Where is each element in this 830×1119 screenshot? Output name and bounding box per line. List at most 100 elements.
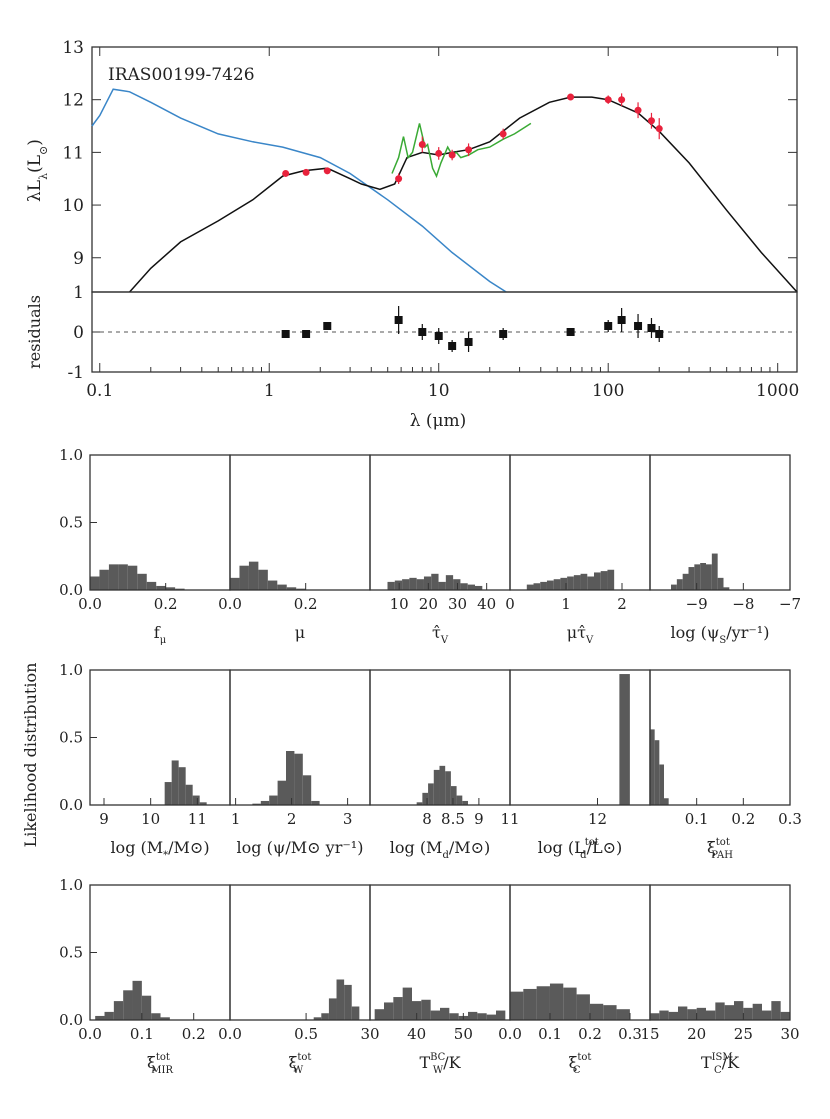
histogram-bar [650,729,655,805]
histogram-bar [496,1010,506,1020]
histogram-bar [453,579,461,590]
histogram-bar [671,584,677,590]
histogram-xtick-label: 11 [500,810,519,828]
histogram-bar [594,572,601,590]
histogram-bar [439,765,446,805]
histogram-xlabel: log (ψS/yr⁻¹) [671,623,770,646]
sed-series-line-1 [129,96,798,293]
x-tick-label: 0.1 [86,381,113,401]
histogram-bar [526,584,534,590]
histogram-xlabel-sup: BC [430,1052,446,1063]
residual-ytick-label: 0 [73,323,84,343]
histogram-xtick-label: 0.0 [218,595,242,613]
histogram-bar [752,1003,762,1020]
histogram-bar [540,581,547,590]
histogram-xlabel-sub: C [573,1065,581,1076]
histogram-panel-7: 8 8.5 9 log (Md/M⊙) [369,669,511,861]
histogram-xtick-label: 40 [407,1025,426,1043]
histogram-xtick-label: 0.1 [538,1025,562,1043]
histogram-bar [294,753,303,805]
histogram-xtick-label: 8 [422,810,432,828]
histogram-frame [649,669,791,806]
histogram-xtick-label: 0.2 [731,810,755,828]
histogram-bar [416,802,423,805]
histogram-bar [706,564,712,590]
histogram-bar [99,569,109,590]
histogram-xtick-label: 40 [477,595,496,613]
sed-series-line-2 [391,122,532,179]
residual-point [281,330,290,338]
residuals-x-axis: 0.1 1 10 100 1000 [86,47,799,401]
histogram-bar [428,783,434,805]
sed-point [634,106,642,114]
histogram-bar [743,1007,753,1020]
histogram-bar [123,990,133,1020]
sed-ytick-label: 11 [62,143,84,163]
histogram-bar [549,983,564,1020]
histogram-xlabel-sup: tot [577,1052,591,1063]
histogram-xlabel-suffix: /M⊙) [449,838,490,857]
histogram-bar [336,979,345,1020]
histogram-xtick-label: 1 [561,595,571,613]
histogram-xlabel-suffix: /K [443,1053,461,1072]
residual-point [394,316,403,324]
histogram-bar [286,587,297,590]
histogram-xtick-label: 0.1 [685,810,709,828]
histogram-panel-11: 0.0 0.5 ξtot W [218,884,371,1076]
sed-ytick-label: 9 [73,249,84,269]
histogram-xlabel: log (M*/M⊙) [110,838,209,861]
histogram-bar [302,775,312,805]
sed-point [282,169,290,177]
histogram-xlabel: τ̂V [432,623,449,646]
histogram-frame [649,884,791,1021]
histogram-xtick-label: 2 [287,810,297,828]
histogram-bar [374,1009,384,1020]
histogram-ytick-label: 0.5 [59,944,83,962]
histogram-xtick-label: 15 [640,1025,659,1043]
residual-point [604,322,613,330]
histogram-bar [659,764,664,805]
histogram-xlabel-sup: tot [297,1052,311,1063]
histogram-bar [694,564,701,590]
histogram-bar [277,584,287,590]
sed-point [618,96,626,104]
residual-point [647,324,656,332]
residuals-y-axis: -1 0 1 [67,283,100,383]
histogram-xlabel-main: T [701,1053,712,1072]
histogram-xlabel-suffix: /yr⁻¹) [726,623,769,642]
histogram-bar [533,583,541,590]
histogram-xtick-label: 0.2 [294,595,318,613]
histogram-bar [267,580,278,590]
histogram-panel-12: 30 40 50 TBC W/K [360,884,511,1076]
histogram-xlabel: log (Md/M⊙) [390,838,491,861]
histogram-bar [230,577,240,590]
likelihood-ylabel: Likelihood distribution [21,663,40,848]
histogram-bar [132,980,142,1020]
histogram-frame [89,669,231,806]
residual-point [302,330,311,338]
histogram-frame [509,454,651,591]
histogram-xtick-label: 8.5 [441,810,465,828]
residual-point [634,322,643,330]
histogram-panel-1: 0.0 0.2 μ [218,454,371,642]
histogram-bar [422,792,429,805]
histogram-bar [696,1007,706,1020]
histogram-xlabel: log (Ltot d/L⊙) [538,837,622,861]
histogram-bar [580,573,588,590]
histogram-bar [688,567,695,590]
histogram-bar [573,575,581,590]
sed-point [647,117,655,125]
histogram-bar [589,1003,604,1020]
histogram-xtick-label: 0.3 [778,810,802,828]
histogram-bar [199,802,207,805]
histogram-bar [715,1002,725,1020]
histogram-xtick-label: 10 [141,810,160,828]
histogram-bar [260,800,270,805]
histogram-bar [384,1002,394,1020]
histogram-bar [286,751,295,805]
histogram-bar [178,767,186,805]
histogram-frame [649,454,791,591]
sed-point [435,149,443,157]
histogram-bar [477,1013,487,1020]
